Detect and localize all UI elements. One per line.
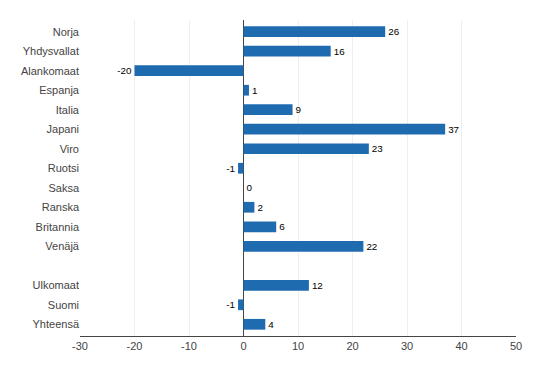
svg-text:Norja: Norja [53,26,80,38]
svg-text:Yhteensä: Yhteensä [33,318,80,330]
svg-text:Yhdysvallat: Yhdysvallat [23,45,79,57]
svg-text:-30: -30 [72,340,88,352]
svg-text:50: 50 [510,340,522,352]
svg-text:12: 12 [312,280,323,291]
svg-text:6: 6 [279,221,285,232]
svg-text:Alankomaat: Alankomaat [21,65,79,77]
svg-text:20: 20 [346,340,358,352]
svg-text:-20: -20 [127,340,143,352]
svg-text:Britannia: Britannia [36,221,80,233]
svg-text:40: 40 [455,340,467,352]
svg-text:1: 1 [252,85,257,96]
svg-text:16: 16 [334,46,345,57]
svg-text:Viro: Viro [60,143,79,155]
svg-text:Japani: Japani [47,123,79,135]
svg-text:Espanja: Espanja [39,84,80,96]
svg-text:Ruotsi: Ruotsi [48,162,79,174]
svg-text:-10: -10 [181,340,197,352]
svg-text:-1: -1 [226,163,235,174]
svg-text:-20: -20 [117,65,132,76]
svg-text:Ranska: Ranska [42,201,80,213]
svg-text:26: 26 [388,26,399,37]
svg-text:10: 10 [292,340,304,352]
svg-text:Venäjä: Venäjä [45,240,80,252]
svg-text:0: 0 [247,182,253,193]
svg-text:4: 4 [268,319,274,330]
svg-text:Suomi: Suomi [48,299,79,311]
svg-text:2: 2 [257,202,262,213]
svg-text:Saksa: Saksa [48,182,79,194]
svg-text:9: 9 [296,104,301,115]
svg-text:Italia: Italia [56,104,80,116]
svg-text:Ulkomaat: Ulkomaat [33,279,79,291]
svg-text:-1: -1 [226,299,235,310]
svg-text:0: 0 [240,340,246,352]
svg-text:23: 23 [372,143,383,154]
svg-text:22: 22 [366,241,377,252]
svg-text:30: 30 [401,340,413,352]
svg-text:37: 37 [448,124,459,135]
